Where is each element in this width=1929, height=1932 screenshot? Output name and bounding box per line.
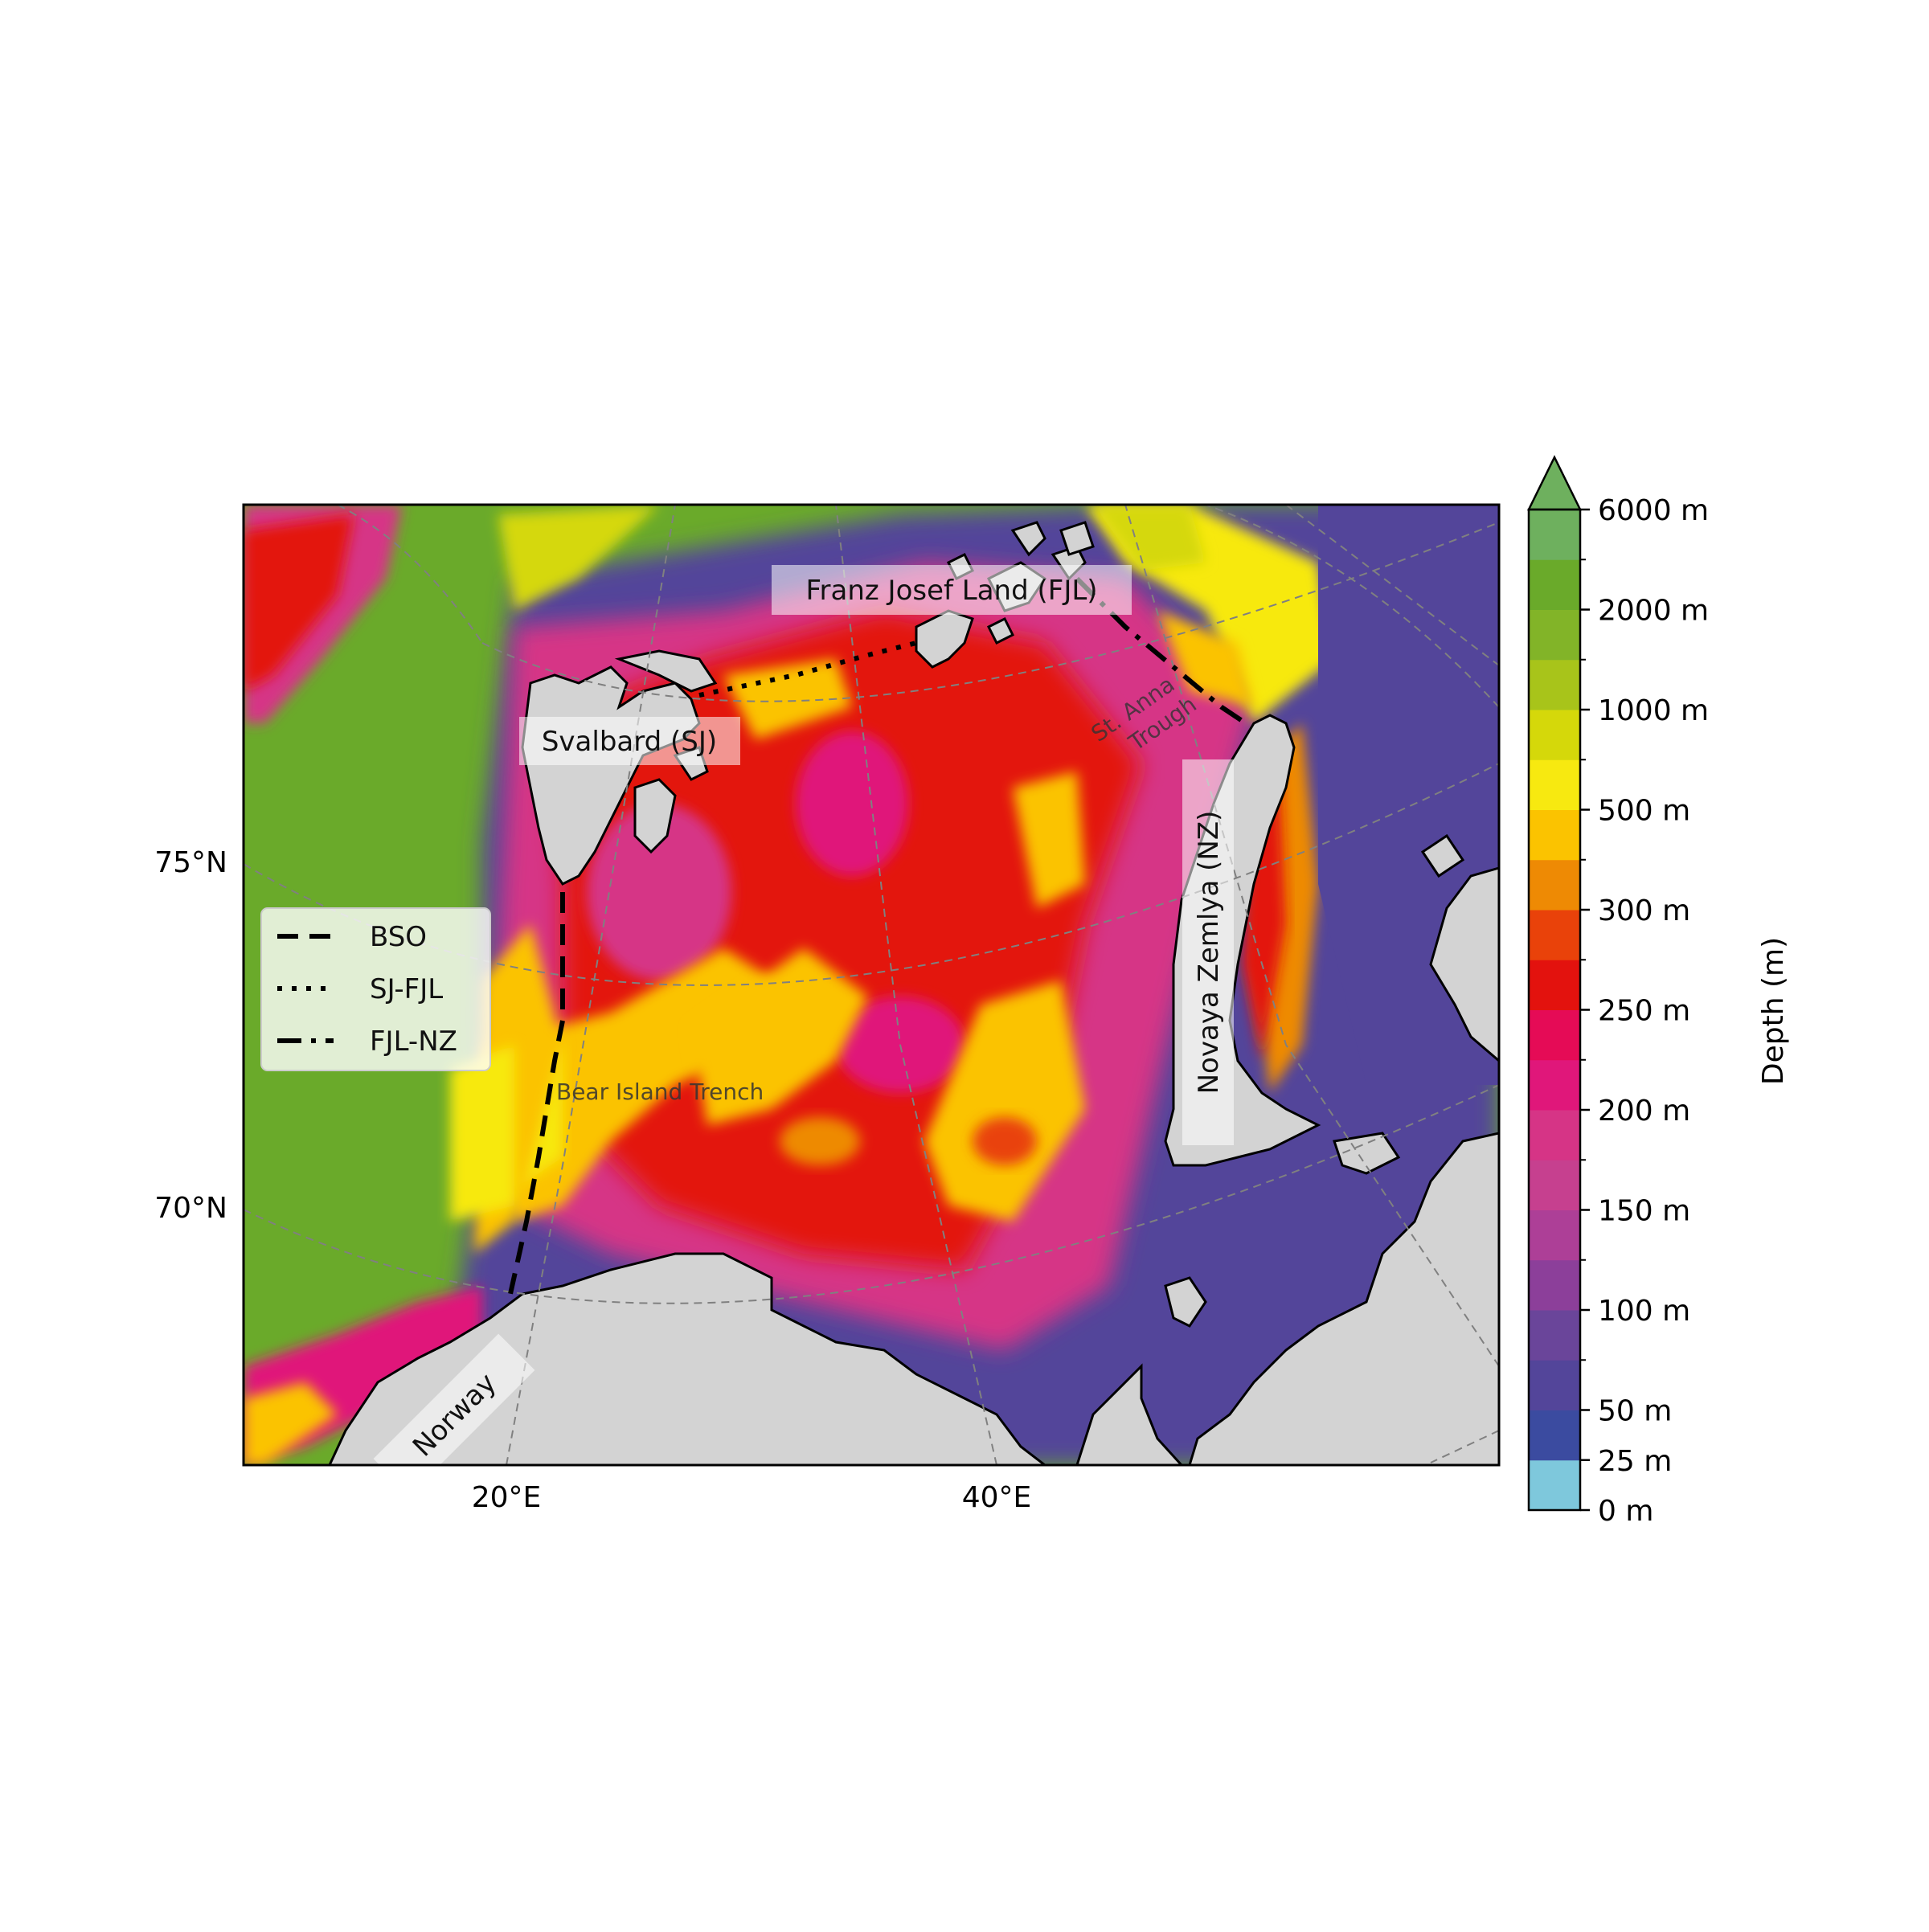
place-label-svalbard: Svalbard (SJ) — [519, 717, 740, 765]
colorbar-cell — [1529, 859, 1580, 911]
lon-label-40: 40°E — [962, 1481, 1032, 1514]
colorbar-cell — [1529, 609, 1580, 661]
place-label-fjl: Franz Josef Land (FJL) — [772, 565, 1132, 615]
map-axis-labels: 75°N 70°N 20°E 40°E — [154, 846, 1031, 1514]
colorbar-cell — [1529, 910, 1580, 960]
land-yamal — [1429, 866, 1499, 1062]
lon-label-20: 20°E — [472, 1481, 542, 1514]
colorbar-cell — [1529, 559, 1580, 610]
colorbar-tick-label: 6000 m — [1598, 494, 1709, 527]
colorbar-tick-label: 500 m — [1598, 795, 1690, 828]
map-frame — [242, 503, 1501, 1467]
colorbar-tick-label: 100 m — [1598, 1295, 1690, 1328]
fjl-label: Franz Josef Land (FJL) — [805, 575, 1097, 607]
colorbar-cell — [1529, 1160, 1580, 1210]
legend-label-fjl-nz: FJL-NZ — [370, 1025, 457, 1058]
legend-label-bso: BSO — [370, 921, 427, 953]
lat-label-70: 70°N — [154, 1192, 227, 1225]
colorbar-tick-label: 300 m — [1598, 894, 1690, 927]
section-bso — [508, 892, 565, 1295]
colorbar-cell — [1529, 960, 1580, 1010]
colorbar-tick-label: 200 m — [1598, 1095, 1690, 1128]
lat-label-75: 75°N — [154, 846, 227, 879]
colorbar-extend-arrow — [1526, 455, 1583, 511]
colorbar-cells — [1529, 510, 1580, 1511]
colorbar-tick-label: 2000 m — [1598, 595, 1709, 628]
land-pechora — [1188, 1132, 1499, 1465]
place-label-nz: Novaya Zemlya (NZ) — [1182, 759, 1234, 1145]
map-area: Svalbard (SJ) Franz Josef Land (FJL) Nov… — [244, 505, 1499, 1465]
colorbar-cell — [1529, 1310, 1580, 1361]
colorbar-cell — [1529, 1360, 1580, 1410]
colorbar-tick-label: 150 m — [1598, 1195, 1690, 1228]
colorbar-cell — [1529, 809, 1580, 861]
land-norway-russia — [328, 1252, 1047, 1465]
colorbar-tick-label: 50 m — [1598, 1395, 1672, 1428]
section-lines — [508, 576, 1247, 1295]
svalbard-label: Svalbard (SJ) — [542, 726, 717, 758]
colorbar-tick-label: 250 m — [1598, 995, 1690, 1028]
colorbar-tick-label: 25 m — [1598, 1445, 1672, 1478]
colorbar-cell — [1529, 1459, 1580, 1511]
legend: BSO SJ-FJL FJL-NZ — [260, 907, 491, 1071]
colorbar: 6000 m 2000 m 1000 m 500 m 300 m 250 m 200 m 15… — [1526, 455, 1790, 1528]
colorbar-cell — [1529, 1210, 1580, 1261]
colorbar-tick-label: 1000 m — [1598, 694, 1709, 727]
land-russia-east — [1075, 1363, 1184, 1465]
colorbar-cell — [1529, 1059, 1580, 1111]
colorbar-cell — [1529, 759, 1580, 810]
colorbar-cell — [1529, 1259, 1580, 1311]
colorbar-cell — [1529, 1009, 1580, 1061]
colorbar-label: Depth (m) — [1757, 937, 1790, 1085]
nz-label: Novaya Zemlya (NZ) — [1193, 811, 1225, 1095]
colorbar-cell — [1529, 710, 1580, 760]
legend-label-sj-fjl: SJ-FJL — [370, 973, 443, 1005]
section-fjl-nz — [1075, 576, 1247, 726]
colorbar-cell — [1529, 659, 1580, 710]
colorbar-cell — [1529, 510, 1580, 560]
colorbar-ticks: 6000 m 2000 m 1000 m 500 m 300 m 250 m 200 m 15… — [1580, 494, 1709, 1528]
bear-island-label: Bear Island Trench — [556, 1079, 764, 1105]
colorbar-tick-label: 0 m — [1598, 1495, 1653, 1528]
colorbar-cell — [1529, 1410, 1580, 1461]
colorbar-cell — [1529, 1110, 1580, 1160]
